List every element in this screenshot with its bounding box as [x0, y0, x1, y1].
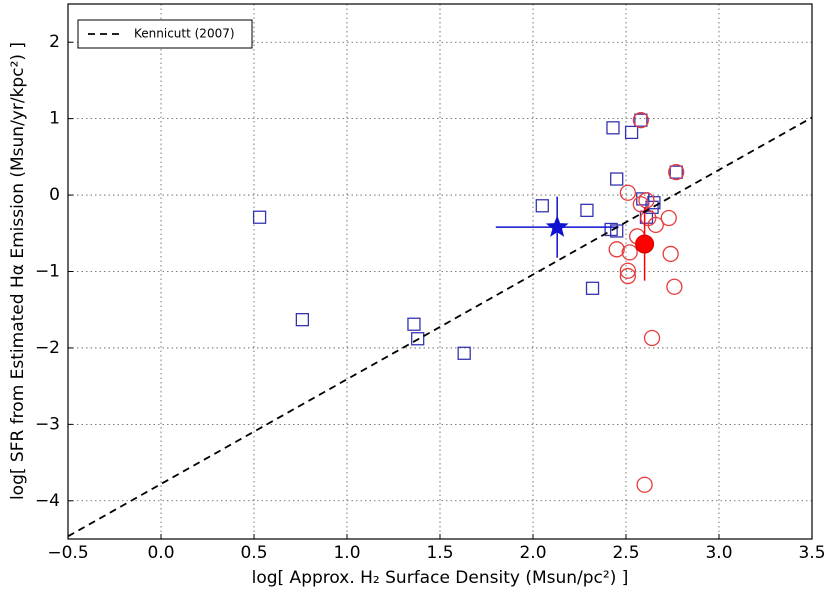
- y-tick-label: −4: [35, 491, 60, 511]
- x-tick-label: 1.5: [426, 543, 453, 563]
- x-tick-label: 2.0: [519, 543, 546, 563]
- x-tick-label: 3.0: [705, 543, 732, 563]
- circle-point: [638, 192, 655, 209]
- plot-area: [68, 112, 812, 538]
- x-tick-label: 0.0: [147, 543, 174, 563]
- square-point: [669, 165, 683, 179]
- x-tick-label: 0.5: [240, 543, 267, 563]
- square-point: [457, 346, 471, 360]
- square-point: [610, 172, 624, 186]
- circle-point: [632, 112, 650, 129]
- x-tick-label: 3.5: [798, 543, 825, 563]
- x-tick-label: 1.0: [333, 543, 360, 563]
- circle-point: [660, 209, 677, 227]
- square-point: [407, 317, 421, 331]
- y-axis-label: log[ SFR from Estimated Hα Emission (Msu…: [8, 42, 28, 500]
- circle-point: [668, 163, 685, 181]
- circle-point: [643, 329, 661, 347]
- square-point: [585, 281, 600, 295]
- circle-point: [636, 476, 653, 493]
- square-point: [636, 192, 650, 206]
- circle-point: [662, 245, 679, 263]
- square-point: [580, 203, 594, 218]
- y-tick-label: 1: [49, 109, 60, 129]
- fit-line: [68, 116, 812, 538]
- square-point: [535, 199, 549, 213]
- circle-point: [619, 184, 637, 201]
- square-point: [252, 210, 267, 224]
- square-point: [634, 113, 648, 127]
- y-tick-label: −2: [35, 338, 60, 358]
- x-tick-label: 2.5: [612, 543, 639, 563]
- x-tick-label: −0.5: [47, 543, 88, 563]
- circle-point: [608, 241, 625, 258]
- square-point: [606, 121, 620, 135]
- star-point: [545, 215, 569, 237]
- y-tick-label: 2: [49, 32, 60, 52]
- y-tick-label: −1: [35, 262, 60, 282]
- square-point: [411, 332, 425, 346]
- square-point: [604, 222, 618, 237]
- circle-point: [619, 267, 637, 285]
- y-tick-label: −3: [35, 414, 60, 434]
- circle-point: [647, 216, 664, 234]
- circle-point: [619, 262, 637, 279]
- x-axis-label: log[ Approx. H₂ Surface Density (Msun/pc…: [252, 568, 629, 588]
- circle-point: [666, 278, 683, 295]
- circle-point: [621, 244, 638, 261]
- square-point: [295, 312, 310, 327]
- filled-point: [635, 234, 655, 254]
- legend-label: Kennicutt (2007): [134, 27, 235, 41]
- y-tick-label: 0: [49, 185, 60, 205]
- plot-frame: [67, 3, 813, 540]
- circle-point: [632, 196, 650, 213]
- square-point: [624, 125, 639, 140]
